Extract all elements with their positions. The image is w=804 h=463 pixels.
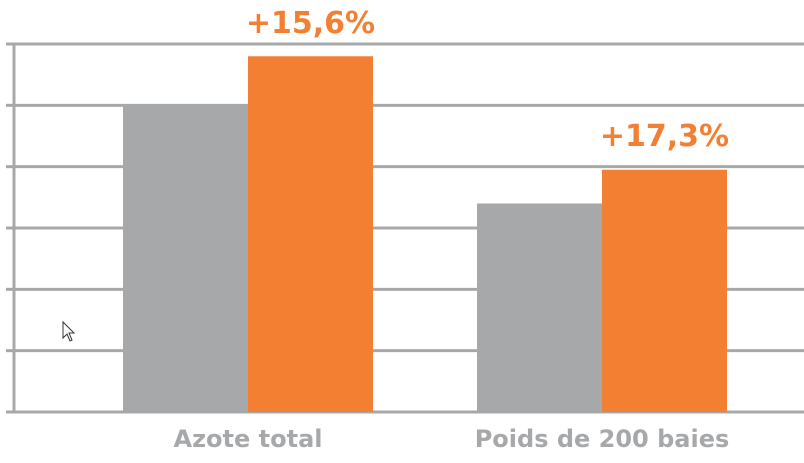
value-label: +17,3% xyxy=(600,119,729,154)
value-label: +15,6% xyxy=(246,6,375,41)
bar xyxy=(477,203,602,412)
bar xyxy=(602,169,727,412)
x-tick-label: Azote total xyxy=(174,425,323,453)
mouse-cursor xyxy=(62,320,76,342)
bar xyxy=(123,105,248,412)
bar xyxy=(248,56,373,413)
x-tick-label: Poids de 200 baies xyxy=(475,425,730,453)
